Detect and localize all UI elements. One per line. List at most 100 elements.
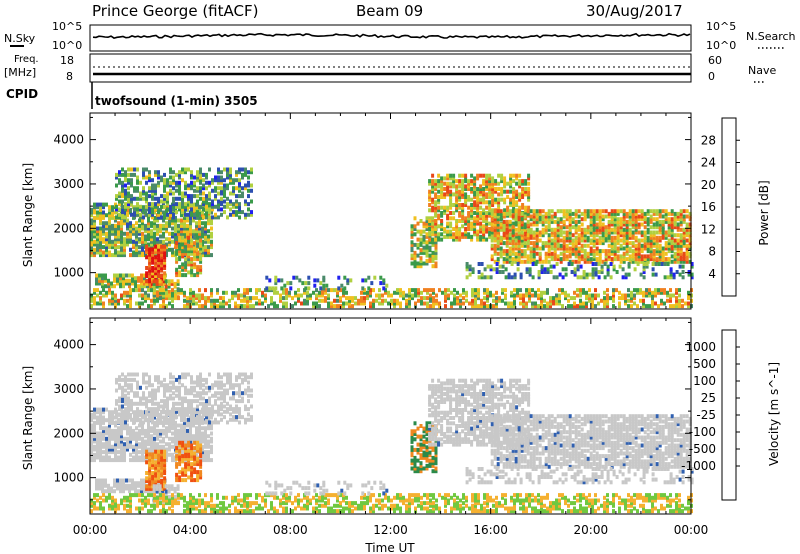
power-cell <box>232 180 235 185</box>
power-cell <box>613 254 617 259</box>
power-cell <box>679 243 683 248</box>
power-cell <box>550 257 554 262</box>
power-cell <box>646 209 650 214</box>
velocity-cell <box>105 458 108 463</box>
power-cell <box>452 232 456 237</box>
power-cell <box>201 231 204 236</box>
power-cell <box>514 243 518 248</box>
velocity-cell <box>210 423 213 428</box>
velocity-cell <box>111 458 114 463</box>
power-cell <box>144 237 147 242</box>
power-cell <box>141 218 144 223</box>
power-cell <box>90 239 93 244</box>
velocity-cell <box>111 434 114 439</box>
power-cell <box>181 196 184 201</box>
power-cell <box>655 235 659 240</box>
velocity-cell <box>141 412 144 417</box>
power-cell <box>98 276 101 281</box>
power-cell <box>157 210 160 215</box>
power-cell <box>193 188 196 193</box>
power-cell <box>210 231 213 236</box>
power-cell <box>416 237 420 242</box>
power-cell <box>556 219 560 224</box>
power-cell <box>573 290 576 295</box>
power-cell <box>646 238 650 243</box>
power-cell <box>108 213 111 218</box>
power-cell <box>108 234 111 239</box>
power-cell <box>559 225 563 230</box>
power-cell <box>223 204 226 209</box>
power-cell <box>419 256 423 261</box>
power-cell <box>162 301 165 306</box>
velocity-cell <box>160 420 163 425</box>
power-cell <box>529 241 533 246</box>
power-cell <box>452 237 456 242</box>
power-cell <box>574 222 578 227</box>
velocity-cell <box>93 439 96 444</box>
power-cell <box>151 271 155 276</box>
y-tick-label: 1000 <box>53 266 84 280</box>
power-cell <box>210 221 213 226</box>
velocity-cell <box>115 380 118 385</box>
power-cell <box>492 304 495 309</box>
power-cell <box>479 184 483 189</box>
power-cell <box>111 215 114 220</box>
power-cell <box>476 237 480 242</box>
power-cell <box>127 186 130 191</box>
power-cell <box>567 293 570 298</box>
power-cell <box>108 205 111 210</box>
velocity-cell <box>160 404 163 409</box>
velocity-cell <box>156 436 159 441</box>
power-cell <box>555 301 558 306</box>
power-cell <box>136 207 139 212</box>
power-cell <box>184 186 187 191</box>
power-cell <box>190 270 194 275</box>
power-cell <box>160 194 163 199</box>
power-cell <box>148 266 152 270</box>
power-cell <box>157 274 161 278</box>
power-cell <box>250 212 253 217</box>
power-cell <box>479 227 483 231</box>
power-cell <box>642 290 645 295</box>
power-cell <box>552 296 555 301</box>
power-cell <box>231 290 234 295</box>
power-cell <box>120 231 123 236</box>
power-cell <box>141 247 144 252</box>
power-cell <box>508 211 512 216</box>
power-cell <box>148 247 152 252</box>
velocity-cell <box>174 412 177 417</box>
velocity-cell <box>139 412 142 417</box>
power-cell <box>476 229 480 234</box>
power-cell <box>151 210 154 215</box>
power-cell <box>443 208 447 213</box>
power-cell <box>193 257 197 262</box>
power-cell <box>568 259 572 264</box>
power-cell <box>419 242 423 247</box>
power-cell <box>485 213 489 218</box>
power-cell <box>508 251 512 256</box>
power-cell <box>640 214 644 219</box>
velocity-cell <box>150 447 153 452</box>
velocity-cell <box>151 407 154 412</box>
power-cell <box>549 264 553 269</box>
power-cell <box>307 281 311 286</box>
power-cell <box>461 187 465 191</box>
velocity-cell <box>108 426 111 431</box>
power-cell <box>187 254 191 259</box>
power-cell <box>183 215 186 220</box>
power-cell <box>544 257 548 262</box>
velocity-cell <box>115 399 118 404</box>
power-cell <box>461 184 465 189</box>
power-cell <box>613 235 617 240</box>
velocity-cell <box>118 383 121 388</box>
power-cell <box>456 301 459 306</box>
power-cell <box>145 212 148 217</box>
velocity-cell <box>177 434 180 439</box>
power-cell <box>527 195 531 199</box>
power-cell <box>168 293 171 298</box>
power-cell <box>416 242 420 247</box>
power-cell <box>553 241 557 246</box>
power-cell <box>159 304 162 309</box>
power-cell <box>153 218 156 223</box>
power-cell <box>123 210 126 215</box>
